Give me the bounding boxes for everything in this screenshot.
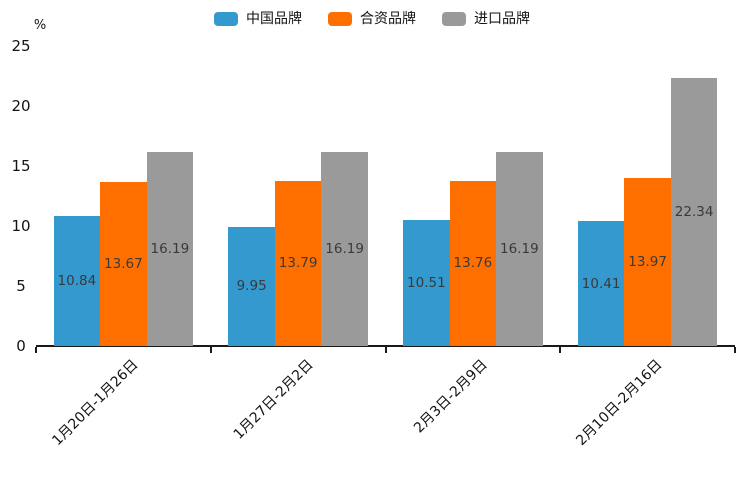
legend-item: 合资品牌 bbox=[328, 10, 416, 28]
legend-item: 进口品牌 bbox=[442, 10, 530, 28]
x-axis-tick bbox=[384, 347, 387, 353]
bar bbox=[670, 77, 718, 346]
legend-swatch-icon bbox=[328, 12, 352, 26]
bar bbox=[321, 151, 368, 346]
x-axis-tick bbox=[734, 347, 736, 353]
y-tick-label: 20 bbox=[11, 97, 31, 115]
x-axis-tick bbox=[35, 347, 37, 353]
x-tick-label: 2月10日-2月16日 bbox=[573, 356, 666, 449]
y-tick-label: 25 bbox=[11, 37, 31, 55]
bar-value-label: 13.97 bbox=[628, 254, 667, 271]
legend-swatch-icon bbox=[442, 12, 466, 26]
bar-value-label: 10.84 bbox=[57, 272, 97, 289]
x-tick-label: 2月3日-2月9日 bbox=[411, 356, 491, 437]
bar-value-label: 13.67 bbox=[104, 255, 143, 272]
bar bbox=[449, 180, 497, 346]
bar-value-label: 16.19 bbox=[150, 240, 190, 257]
bar-value-label: 10.51 bbox=[407, 274, 446, 291]
legend-label: 进口品牌 bbox=[474, 11, 530, 27]
bar bbox=[100, 181, 147, 346]
y-tick-label: 10 bbox=[11, 217, 31, 235]
legend-label: 合资品牌 bbox=[360, 11, 416, 27]
legend-label: 中国品牌 bbox=[246, 11, 302, 27]
bar-value-label: 10.41 bbox=[581, 275, 621, 292]
legend-item: 中国品牌 bbox=[214, 10, 302, 28]
bar-value-label: 9.95 bbox=[236, 278, 267, 295]
x-tick-label: 1月27日-2月2日 bbox=[230, 356, 317, 443]
bar-value-label: 16.19 bbox=[500, 240, 539, 257]
bar bbox=[53, 215, 101, 346]
x-tick-label: 1月20日-1月26日 bbox=[49, 356, 142, 449]
legend-swatch-icon bbox=[214, 12, 238, 26]
bar bbox=[228, 226, 275, 346]
y-tick-label: 15 bbox=[11, 157, 31, 175]
bar bbox=[403, 219, 450, 346]
bar bbox=[624, 178, 671, 346]
bar-value-label: 22.34 bbox=[674, 203, 714, 220]
bar-value-label: 16.19 bbox=[325, 240, 364, 257]
bar bbox=[577, 221, 625, 346]
bar bbox=[146, 151, 194, 346]
y-tick-label: 5 bbox=[16, 277, 26, 295]
y-axis-unit-label: % bbox=[33, 18, 47, 33]
legend: 中国品牌 合资品牌 进口品牌 bbox=[0, 10, 744, 28]
x-axis-tick bbox=[559, 347, 562, 353]
x-axis-line bbox=[36, 345, 735, 347]
bar bbox=[274, 180, 322, 346]
y-tick-label: 0 bbox=[16, 337, 26, 355]
x-axis-tick bbox=[209, 347, 212, 353]
bar bbox=[496, 151, 543, 346]
bar-value-label: 13.79 bbox=[278, 255, 318, 272]
bar-value-label: 13.76 bbox=[453, 255, 493, 272]
